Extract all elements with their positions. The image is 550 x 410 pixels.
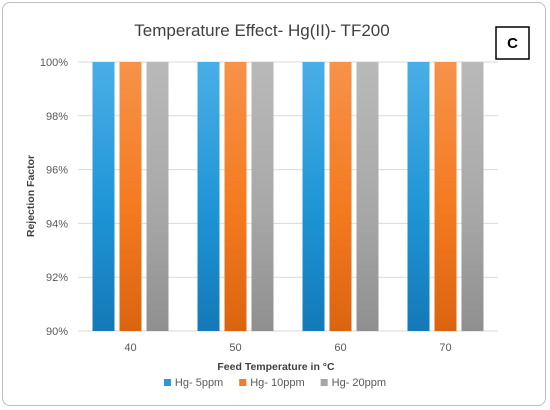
legend-swatch: [239, 379, 247, 386]
y-tick-labels: 90% 92% 94% 96% 98% 100%: [40, 57, 68, 338]
legend-label: Hg- 10ppm: [250, 377, 304, 389]
legend-swatch: [320, 379, 328, 386]
bars: [92, 62, 484, 331]
legend-label: Hg- 5ppm: [175, 377, 223, 389]
bar-hg-10ppm-70: [434, 62, 457, 331]
y-tick-label: 92%: [46, 272, 68, 284]
y-axis-label: Rejection Factor: [25, 155, 37, 237]
y-tick-label: 96%: [46, 165, 68, 177]
bar-hg-5ppm-70: [407, 62, 430, 331]
x-tick-label: 60: [334, 342, 346, 354]
bar-hg-20ppm-70: [461, 62, 484, 331]
legend-label: Hg- 20ppm: [332, 377, 386, 389]
bar-hg-10ppm-40: [119, 62, 142, 331]
bar-hg-5ppm-60: [302, 62, 325, 331]
x-axis-label: Feed Temperature in °C: [217, 361, 335, 373]
y-tick-label: 90%: [46, 326, 68, 338]
bar-hg-10ppm-60: [329, 62, 352, 331]
bar-hg-20ppm-40: [146, 62, 169, 331]
panel-label: C: [507, 35, 518, 52]
chart-title: Temperature Effect- Hg(II)- TF200: [134, 21, 389, 40]
y-tick-label: 94%: [46, 218, 68, 230]
x-tick-labels: 40 50 60 70: [124, 342, 451, 354]
panel-label-box: [495, 26, 530, 60]
bar-hg-20ppm-60: [356, 62, 379, 331]
x-tick-label: 70: [439, 342, 451, 354]
bar-hg-10ppm-50: [224, 62, 247, 331]
x-tick-label: 40: [124, 342, 136, 354]
legend: Hg- 5ppm Hg- 10ppm Hg- 20ppm: [163, 377, 386, 389]
legend-swatch: [163, 379, 171, 386]
x-tick-label: 50: [229, 342, 241, 354]
bar-hg-5ppm-50: [197, 62, 220, 331]
bar-hg-5ppm-40: [92, 62, 115, 331]
bar-hg-20ppm-50: [251, 62, 274, 331]
y-tick-label: 100%: [40, 57, 68, 69]
y-tick-label: 98%: [46, 111, 68, 123]
